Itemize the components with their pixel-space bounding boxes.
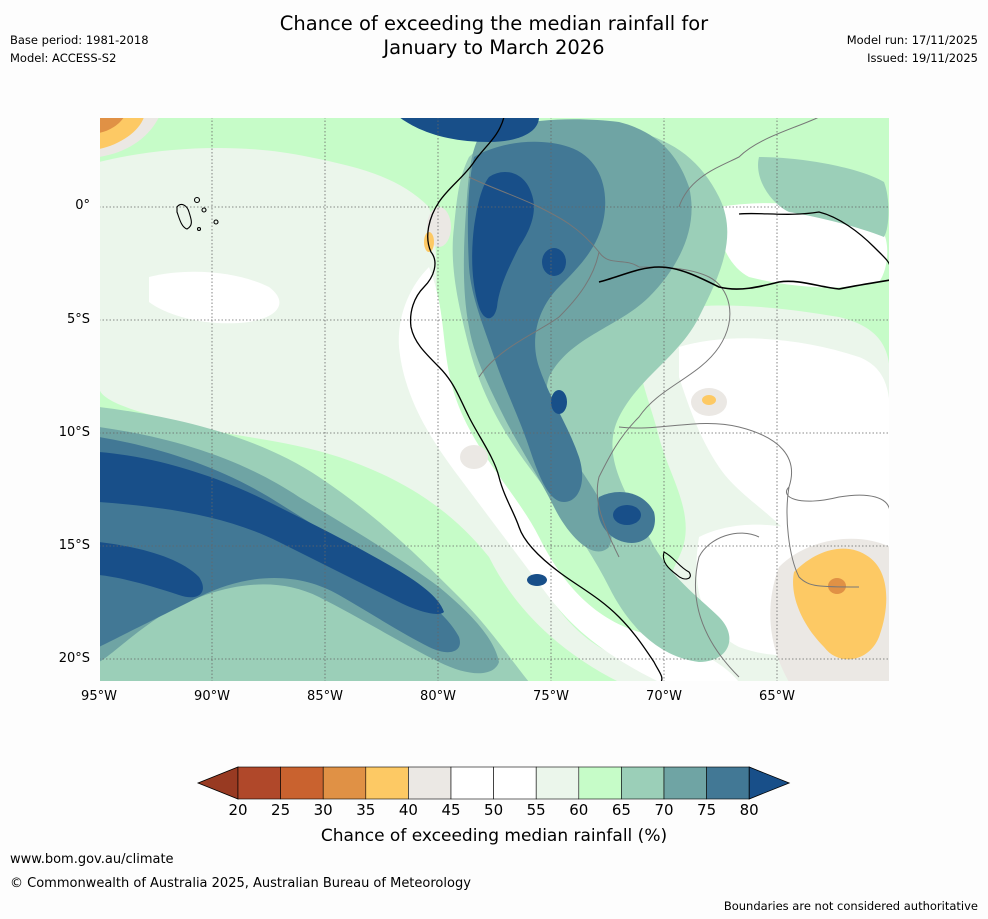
colorbar-bin-55-60 bbox=[535, 766, 580, 800]
colorbar-title: Chance of exceeding median rainfall (%) bbox=[320, 826, 668, 846]
colorbar-bin-20-25 bbox=[237, 766, 281, 800]
lon-label-75w: 75°W bbox=[533, 689, 569, 704]
field-40-45-coast-b bbox=[460, 445, 488, 469]
colorbar-bin-25-30 bbox=[280, 766, 324, 800]
footer-copyright: © Commonwealth of Australia 2025, Austra… bbox=[10, 876, 471, 891]
colorbar-tick-70: 70 bbox=[654, 801, 674, 819]
colorbar-tick-45: 45 bbox=[441, 801, 461, 819]
rainfall-map bbox=[99, 117, 890, 682]
lat-label-15s: 15°S bbox=[58, 538, 90, 553]
field-45-55-ocean bbox=[149, 271, 280, 324]
galapagos-islands bbox=[176, 196, 219, 232]
lat-label-0: 0° bbox=[75, 198, 90, 213]
field-45-55-coast bbox=[398, 267, 739, 682]
field-80-plus-a bbox=[542, 248, 566, 276]
lon-label-80w: 80°W bbox=[420, 689, 456, 704]
field-80-plus-andes bbox=[472, 172, 534, 319]
colorbar-tick-30: 30 bbox=[313, 801, 333, 819]
map-frame bbox=[99, 117, 890, 682]
field-80-plus-ocean-band bbox=[99, 452, 444, 614]
colorbar-bin-70-75 bbox=[663, 766, 707, 800]
colorbar-tick-65: 65 bbox=[611, 801, 631, 819]
lon-label-65w: 65°W bbox=[759, 689, 795, 704]
colorbar-bin-35-40 bbox=[365, 766, 409, 800]
colorbar-tick-50: 50 bbox=[484, 801, 504, 819]
issued-date: Issued: 19/11/2025 bbox=[867, 51, 978, 65]
colorbar-bin-65-70 bbox=[621, 766, 665, 800]
rio-negro bbox=[738, 211, 890, 268]
map-title: Chance of exceeding the median rainfall … bbox=[0, 12, 988, 60]
field-30-35-nw bbox=[99, 117, 124, 133]
lake-titicaca bbox=[662, 551, 691, 580]
title-line-1: Chance of exceeding the median rainfall … bbox=[279, 12, 709, 35]
field-45-55-east bbox=[679, 338, 890, 597]
colorbar-bin-30-35 bbox=[322, 766, 367, 800]
colorbar-tick-55: 55 bbox=[526, 801, 546, 819]
colorbar-bin-75-80 bbox=[706, 766, 750, 800]
field-35-40-coast bbox=[424, 232, 434, 252]
colorbar bbox=[196, 766, 791, 800]
field-80-plus-ocean-low bbox=[99, 542, 203, 598]
footer-url[interactable]: www.bom.gov.au/climate bbox=[10, 852, 174, 867]
lat-label-10s: 10°S bbox=[58, 425, 90, 440]
colorbar-extend-low bbox=[196, 766, 239, 800]
colorbar-bin-50-55 bbox=[493, 766, 537, 800]
colorbar-extend-high bbox=[748, 766, 791, 800]
colorbar-tick-60: 60 bbox=[569, 801, 589, 819]
field-35-40-peru bbox=[702, 395, 716, 405]
meta-right: Model run: 17/11/2025 Issued: 19/11/2025 bbox=[847, 31, 978, 67]
colorbar-tick-25: 25 bbox=[271, 801, 291, 819]
colorbar-tick-80: 80 bbox=[739, 801, 759, 819]
amazon-river bbox=[598, 266, 890, 290]
colorbar-bin-45-50 bbox=[450, 766, 494, 800]
model-run: Model run: 17/11/2025 bbox=[846, 33, 978, 47]
model-name: Model: ACCESS-S2 bbox=[10, 51, 117, 65]
field-80-plus-d bbox=[527, 574, 547, 586]
footer-disclaimer: Boundaries are not considered authoritat… bbox=[723, 899, 978, 913]
lon-label-90w: 90°W bbox=[194, 689, 230, 704]
lat-label-5s: 5°S bbox=[66, 312, 90, 327]
field-80-plus-north bbox=[399, 117, 539, 142]
lon-label-85w: 85°W bbox=[307, 689, 343, 704]
lon-label-70w: 70°W bbox=[646, 689, 682, 704]
lat-label-20s: 20°S bbox=[58, 651, 90, 666]
meta-left: Base period: 1981-2018 Model: ACCESS-S2 bbox=[10, 31, 149, 67]
lon-label-95w: 95°W bbox=[81, 689, 117, 704]
colorbar-bin-60-65 bbox=[578, 766, 622, 800]
coastline bbox=[409, 117, 663, 682]
colorbar-bin-40-45 bbox=[408, 766, 452, 800]
colorbar-tick-20: 20 bbox=[228, 801, 248, 819]
title-line-2: January to March 2026 bbox=[383, 36, 605, 59]
colorbar-tick-40: 40 bbox=[398, 801, 418, 819]
base-period: Base period: 1981-2018 bbox=[10, 33, 149, 47]
field-35-40-se bbox=[793, 548, 887, 660]
field-30-35-se bbox=[828, 578, 846, 594]
colorbar-tick-75: 75 bbox=[697, 801, 717, 819]
border-lines bbox=[468, 117, 890, 678]
field-80-plus-b bbox=[551, 390, 567, 414]
colorbar-tick-35: 35 bbox=[356, 801, 376, 819]
field-65-70-east bbox=[758, 157, 889, 237]
field-80-plus-c bbox=[613, 505, 641, 525]
